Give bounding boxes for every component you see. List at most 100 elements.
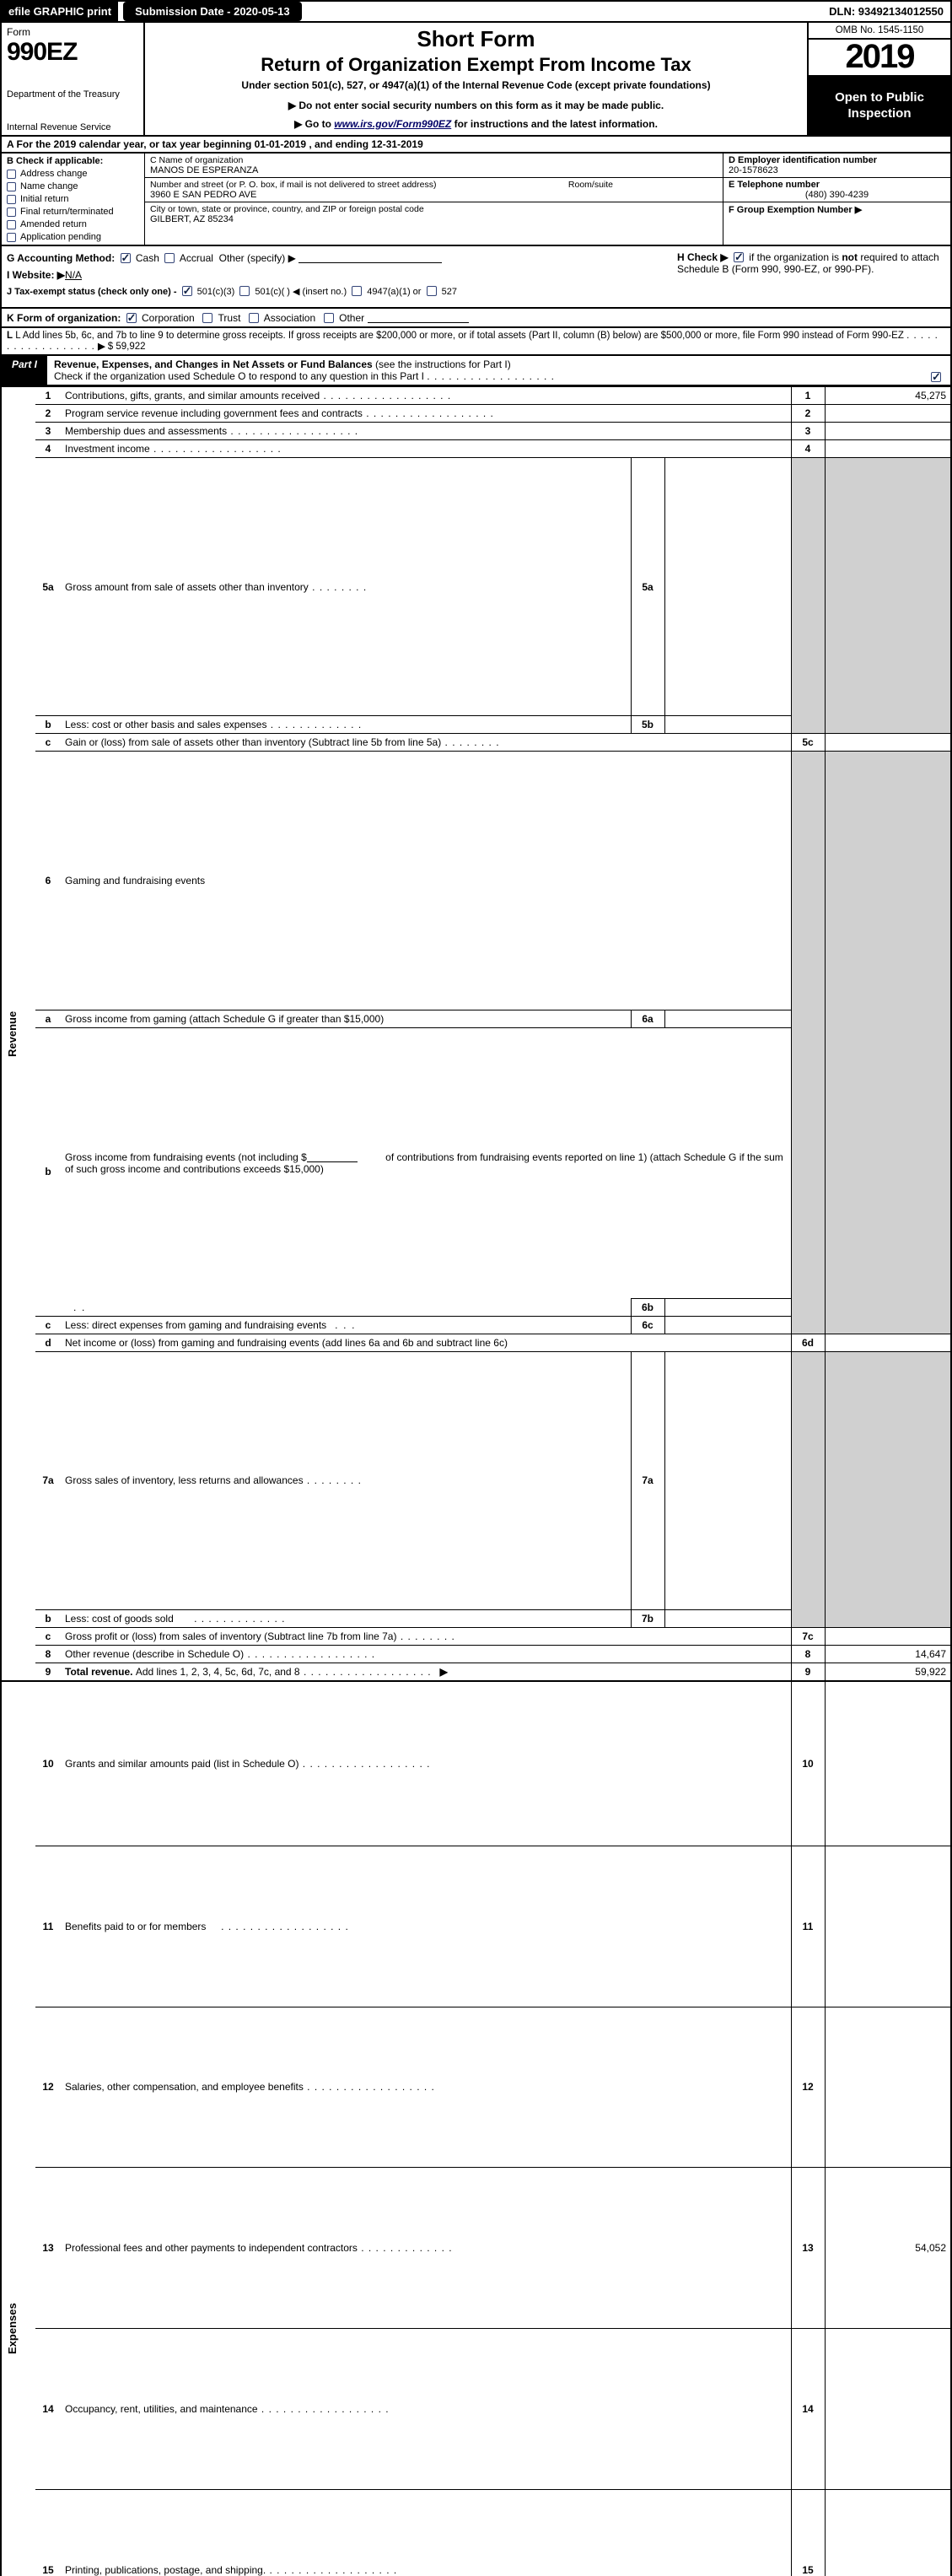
line-desc: Net income or (loss) from gaming and fun…: [61, 1334, 791, 1351]
h-text: if the organization is: [749, 251, 842, 263]
checkbox-accrual[interactable]: [164, 253, 175, 263]
checkbox-application-pending[interactable]: Application pending: [7, 232, 139, 242]
checkbox-address-change[interactable]: Address change: [7, 169, 139, 179]
checkbox-h[interactable]: [734, 252, 744, 262]
sub-num: 6b: [631, 1298, 664, 1316]
checkbox-label: Initial return: [20, 194, 68, 204]
line-num: 6: [35, 752, 61, 1010]
line-num: 13: [35, 2168, 61, 2329]
ssn-warning: ▶ Do not enter social security numbers o…: [153, 100, 799, 111]
header-mid: Short Form Return of Organization Exempt…: [145, 23, 807, 135]
street-label: Number and street (or P. O. box, if mail…: [150, 180, 436, 190]
table-row: 4 Investment income 4: [1, 440, 951, 458]
part-i-note: (see the instructions for Part I): [375, 358, 511, 370]
checkbox-schedule-o[interactable]: [931, 372, 941, 382]
sub-val: [664, 716, 791, 734]
line-rn: 6d: [791, 1334, 825, 1351]
sub-num: 5b: [631, 716, 664, 734]
line-amt: 59,922: [825, 1663, 951, 1682]
checkbox-icon: [7, 207, 16, 217]
row-l: L L Add lines 5b, 6c, and 7b to line 9 t…: [0, 328, 952, 356]
checkbox-assoc[interactable]: [249, 313, 259, 323]
city-value: GILBERT, AZ 85234: [150, 214, 234, 224]
line-amt: [825, 734, 951, 752]
checkbox-label: Final return/terminated: [20, 207, 114, 217]
city-label: City or town, state or province, country…: [150, 204, 424, 214]
sub-num: 7a: [631, 1351, 664, 1609]
checkbox-501c[interactable]: [239, 286, 250, 296]
line-amt: [825, 1846, 951, 2007]
checkbox-name-change[interactable]: Name change: [7, 181, 139, 191]
501c3-label: 501(c)(3): [197, 287, 235, 297]
line-desc: Gross income from fundraising events (no…: [61, 1027, 791, 1298]
table-row: 8 Other revenue (describe in Schedule O)…: [1, 1646, 951, 1663]
line-num: 4: [35, 440, 61, 458]
col-c-name-address: C Name of organization MANOS DE ESPERANZ…: [145, 154, 723, 245]
table-row: 2 Program service revenue including gove…: [1, 405, 951, 423]
line-desc: Total revenue. Add lines 1, 2, 3, 4, 5c,…: [61, 1663, 791, 1682]
line-rn: 4: [791, 440, 825, 458]
line-num: 3: [35, 423, 61, 440]
street-field: Number and street (or P. O. box, if mail…: [145, 178, 723, 202]
arrow-icon: ▶: [98, 341, 105, 352]
table-row: 12 Salaries, other compensation, and emp…: [1, 2007, 951, 2168]
line-desc: Gaming and fundraising events: [61, 752, 791, 1010]
line-amt: [825, 1681, 951, 1846]
checkbox-trust[interactable]: [202, 313, 212, 323]
checkbox-label: Name change: [20, 181, 78, 191]
row-h: H Check ▶ if the organization is not req…: [672, 246, 950, 307]
checkbox-cash[interactable]: [121, 253, 131, 263]
shaded-cell: [791, 1351, 825, 1627]
checkbox-4947[interactable]: [352, 286, 362, 296]
other-org-label: Other: [339, 312, 364, 324]
checkbox-icon: [7, 182, 16, 191]
form-header: Form 990EZ Department of the Treasury In…: [0, 21, 952, 137]
submission-date-badge: Submission Date - 2020-05-13: [123, 2, 302, 21]
other-blank: [299, 251, 442, 263]
table-row: 5a Gross amount from sale of assets othe…: [1, 458, 951, 716]
line-rn: 14: [791, 2328, 825, 2489]
website-label: I Website: ▶: [7, 269, 65, 281]
checkbox-amended-return[interactable]: Amended return: [7, 219, 139, 229]
line-rn: 15: [791, 2489, 825, 2576]
line-num: 9: [35, 1663, 61, 1682]
checkbox-501c3[interactable]: [182, 286, 192, 296]
line-rn: 3: [791, 423, 825, 440]
table-row: c Gross profit or (loss) from sales of i…: [1, 1628, 951, 1646]
line-desc: Gross income from gaming (attach Schedul…: [61, 1010, 631, 1027]
line-rn: 12: [791, 2007, 825, 2168]
checkbox-label: Amended return: [20, 219, 87, 229]
checkbox-final-return[interactable]: Final return/terminated: [7, 207, 139, 217]
h-label: H Check ▶: [677, 251, 729, 263]
line-rn: 13: [791, 2168, 825, 2329]
table-row: 14 Occupancy, rent, utilities, and maint…: [1, 2328, 951, 2489]
line-amt: [825, 2007, 951, 2168]
part-i-label: Part I: [2, 356, 47, 385]
street-value: 3960 E SAN PEDRO AVE: [150, 190, 256, 200]
line-rn: 10: [791, 1681, 825, 1846]
sub-num: 5a: [631, 458, 664, 716]
sub-val: [664, 1298, 791, 1316]
line-desc: Investment income: [61, 440, 791, 458]
checkbox-other-org[interactable]: [324, 313, 334, 323]
checkbox-initial-return[interactable]: Initial return: [7, 194, 139, 204]
line-num: d: [35, 1334, 61, 1351]
org-name-field: C Name of organization MANOS DE ESPERANZ…: [145, 154, 723, 178]
line-num: a: [35, 1010, 61, 1027]
tax-year: 2019: [809, 40, 950, 77]
header-right: OMB No. 1545-1150 2019 Open to Public In…: [807, 23, 950, 135]
efile-print-label[interactable]: efile GRAPHIC print: [2, 2, 118, 21]
line-desc: Less: cost of goods sold: [61, 1610, 631, 1628]
trust-label: Trust: [218, 312, 241, 324]
checkbox-527[interactable]: [427, 286, 437, 296]
irs-link[interactable]: www.irs.gov/Form990EZ: [334, 118, 451, 130]
org-name-label: C Name of organization: [150, 155, 243, 165]
col-de-info: D Employer identification number 20-1578…: [723, 154, 950, 245]
checkbox-label: Application pending: [20, 232, 101, 242]
checkbox-icon: [7, 220, 16, 229]
form-label: Form: [7, 26, 138, 38]
part-i-header: Part I Revenue, Expenses, and Changes in…: [0, 356, 952, 386]
line-amt: 54,052: [825, 2168, 951, 2329]
checkbox-corp[interactable]: [126, 313, 137, 323]
phone-label: E Telephone number: [729, 180, 820, 190]
